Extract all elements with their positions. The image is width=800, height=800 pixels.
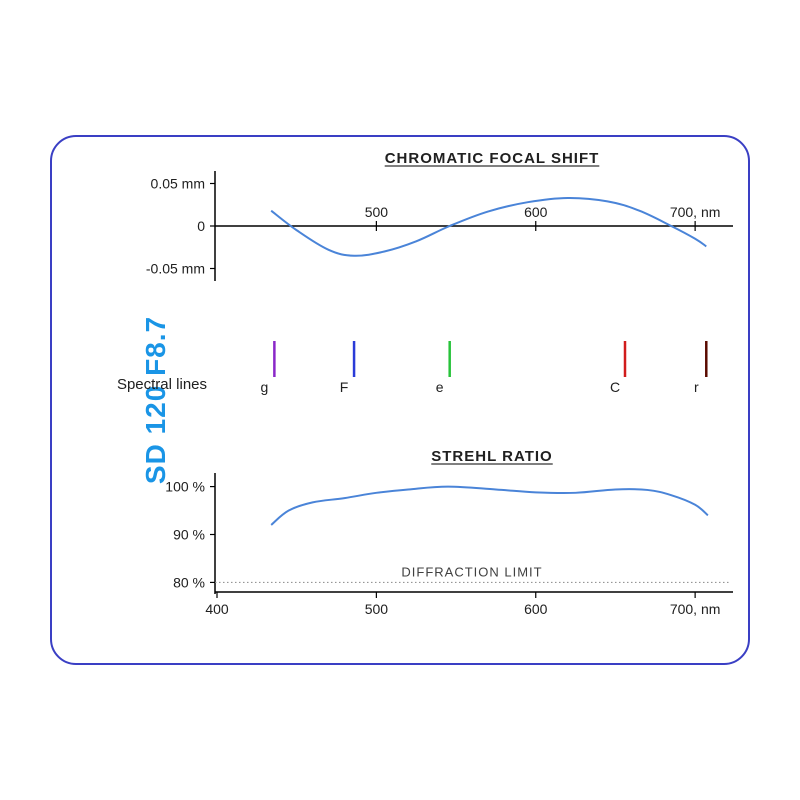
chromatic-title: CHROMATIC FOCAL SHIFT [385, 150, 600, 167]
spectral-line-label-e: e [436, 379, 444, 395]
spectral-line-label-g: g [260, 379, 268, 395]
strehl-title: STREHL RATIO [431, 448, 552, 465]
chromatic-curve [271, 198, 706, 256]
strehl-x-tick-label: 700, nm [670, 601, 721, 617]
chromatic-y-tick-label: 0.05 mm [151, 176, 205, 192]
strehl-x-tick-label: 600 [524, 601, 548, 617]
strehl-y-tick-label: 80 % [173, 574, 205, 590]
chromatic-x-tick-label: 500 [365, 204, 389, 220]
strehl-curve [271, 487, 708, 525]
chromatic-y-tick-label: -0.05 mm [146, 261, 205, 277]
charts-canvas: CHROMATIC FOCAL SHIFT 0.05 mm 0 -0.05 mm 500… [112, 137, 752, 665]
chromatic-x-tick-label: 600 [524, 204, 548, 220]
spectral-line-label-F: F [340, 379, 349, 395]
strehl-y-tick-label: 90 % [173, 527, 205, 543]
spectral-lines-label: Spectral lines [117, 376, 207, 393]
chromatic-x-tick-label: 700, nm [670, 204, 721, 220]
strehl-x-tick-label: 500 [365, 601, 389, 617]
spectral-line-label-C: C [610, 379, 620, 395]
strehl-y-tick-label: 100 % [165, 479, 205, 495]
strehl-x-tick-label: 400 [205, 601, 229, 617]
spec-card: SD 120 F8.7 CHROMATIC FOCAL SHIFT0.05 mm… [50, 135, 750, 665]
diffraction-limit-label: DIFFRACTION LIMIT [401, 564, 542, 579]
chromatic-y-tick-label: 0 [197, 218, 205, 234]
spectral-line-label-r: r [694, 379, 699, 395]
page-root: SD 120 F8.7 CHROMATIC FOCAL SHIFT0.05 mm… [0, 0, 800, 800]
